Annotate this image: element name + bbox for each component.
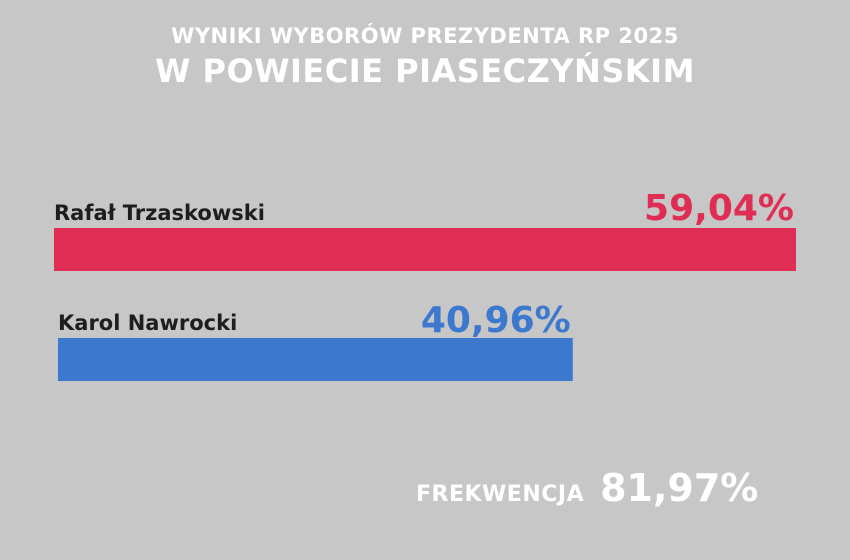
turnout-value: 81,97% <box>600 466 759 510</box>
candidate-2-bar <box>58 338 573 381</box>
title-line-2: W POWIECIE PIASECZYŃSKIM <box>155 52 695 90</box>
candidate-2-name-label: Karol Nawrocki <box>58 311 237 335</box>
title-line-1: WYNIKI WYBORÓW PREZYDENTA RP 2025 <box>171 24 679 48</box>
candidate-2-value-label: 40,96% <box>421 300 571 341</box>
candidate-1-bar <box>54 228 796 271</box>
turnout-label: FREKWENCJA <box>416 482 585 507</box>
turnout-block: FREKWENCJA 81,97% <box>416 466 758 510</box>
candidate-1-value-label: 59,04% <box>644 188 794 229</box>
candidate-1-name-label: Rafał Trzaskowski <box>54 201 265 225</box>
